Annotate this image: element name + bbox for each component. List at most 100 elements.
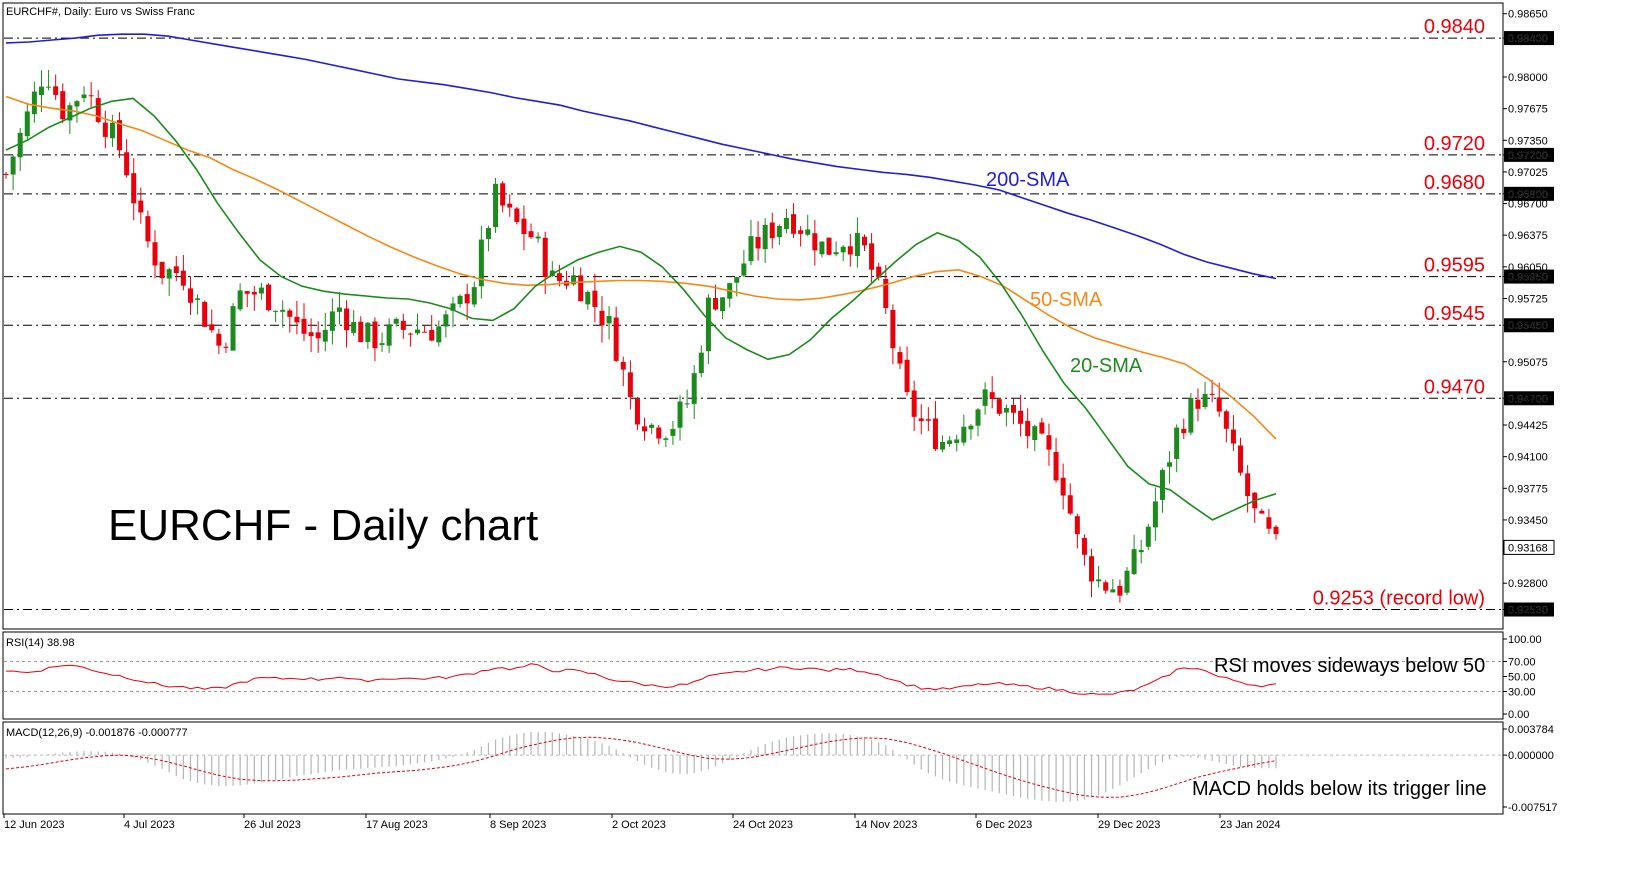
bullish-candle bbox=[38, 86, 44, 96]
bearish-candle bbox=[1259, 510, 1265, 514]
bullish-candle bbox=[351, 321, 357, 333]
annotation-20-sma: 20-SMA bbox=[1070, 355, 1143, 377]
50-sma-line bbox=[5, 95, 1277, 440]
bearish-candle bbox=[1067, 495, 1073, 514]
bearish-candle bbox=[1025, 420, 1031, 437]
bullish-candle bbox=[443, 314, 449, 327]
price-tick-label: 0.94700 bbox=[1508, 393, 1548, 405]
time-tick-label: 12 Jun 2023 bbox=[4, 819, 65, 831]
time-tick-label: 4 Jul 2023 bbox=[124, 819, 175, 831]
bearish-candle bbox=[578, 275, 584, 302]
price-tick-label: 0.95950 bbox=[1508, 272, 1548, 284]
level-price-tag bbox=[1504, 318, 1554, 333]
bullish-candle bbox=[649, 424, 655, 428]
bearish-candle bbox=[180, 270, 186, 286]
price-tick-label: 0.92800 bbox=[1508, 578, 1548, 590]
price-tick-label: 0.96800 bbox=[1508, 189, 1548, 201]
bearish-candle bbox=[1266, 517, 1272, 529]
price-tick-label: 0.93775 bbox=[1508, 483, 1548, 495]
bearish-candle bbox=[88, 95, 94, 97]
bullish-candle bbox=[819, 241, 825, 255]
bearish-candle bbox=[244, 291, 250, 294]
bearish-candle bbox=[1209, 393, 1215, 395]
bearish-candle bbox=[173, 266, 179, 273]
bullish-candle bbox=[677, 401, 683, 428]
price-tick-label: 0.96375 bbox=[1508, 230, 1548, 242]
price-tick-label: 0.97200 bbox=[1508, 150, 1548, 162]
annotation-50-sma: 50-SMA bbox=[1030, 289, 1103, 311]
time-tick-label: 24 Oct 2023 bbox=[733, 819, 793, 831]
bullish-candle bbox=[471, 287, 477, 305]
bullish-candle bbox=[783, 217, 789, 230]
bullish-candle bbox=[336, 307, 342, 312]
price-tick-label: 0.95725 bbox=[1508, 293, 1548, 305]
bullish-candle bbox=[1152, 501, 1158, 528]
level-price-tag bbox=[1504, 147, 1554, 162]
bullish-candle bbox=[1131, 549, 1137, 574]
bullish-candle bbox=[31, 91, 37, 115]
price-axis: 0.98650 0.98400 0.98000 0.97675 0.97350 0.972… bbox=[1503, 9, 1555, 617]
bearish-candle bbox=[932, 418, 938, 450]
rsi-tick-label: 0.00 bbox=[1508, 709, 1529, 721]
chart-header: EURCHF#, Daily: Euro vs Swiss Franc bbox=[6, 6, 195, 18]
bullish-candle bbox=[74, 101, 80, 107]
time-axis: 12 Jun 2023 4 Jul 2023 26 Jul 2023 17 Aug 2… bbox=[3, 814, 1281, 831]
bearish-candle bbox=[918, 418, 924, 422]
bearish-candle bbox=[1216, 397, 1222, 412]
bullish-candle bbox=[833, 252, 839, 255]
bearish-candle bbox=[798, 230, 804, 234]
time-tick-label: 6 Dec 2023 bbox=[976, 819, 1032, 831]
bearish-candle bbox=[1089, 556, 1095, 582]
bullish-candle bbox=[684, 403, 690, 405]
price-tick-label: 0.94425 bbox=[1508, 420, 1548, 432]
bullish-candle bbox=[1188, 398, 1194, 433]
bearish-candle bbox=[216, 333, 222, 346]
bearish-candle bbox=[294, 316, 300, 323]
bullish-candle bbox=[975, 409, 981, 426]
20-sma-line bbox=[5, 97, 1277, 521]
level-price-tag-label: 0.95450 bbox=[1508, 320, 1548, 332]
bullish-candle bbox=[166, 269, 172, 279]
level-price-tag-label: 0.98400 bbox=[1508, 33, 1548, 45]
annotation-200-sma: 200-SMA bbox=[986, 169, 1070, 191]
bearish-candle bbox=[1081, 538, 1087, 555]
bearish-candle bbox=[138, 200, 144, 213]
bearish-candle bbox=[358, 321, 364, 343]
bullish-candle bbox=[954, 439, 960, 443]
bearish-candle bbox=[542, 237, 548, 277]
bullish-candle bbox=[720, 297, 726, 312]
bullish-candle bbox=[940, 441, 946, 450]
bullish-candle bbox=[46, 86, 52, 88]
bullish-candle bbox=[478, 239, 484, 287]
bearish-candle bbox=[528, 231, 534, 238]
bullish-candle bbox=[24, 111, 30, 137]
bullish-candle bbox=[1145, 526, 1151, 547]
level-price-tag bbox=[1504, 186, 1554, 201]
bullish-candle bbox=[1003, 407, 1009, 413]
bullish-candle bbox=[379, 343, 385, 345]
price-tick-label: 0.98000 bbox=[1508, 72, 1548, 84]
macd-panel-frame bbox=[2, 721, 1504, 815]
bearish-candle bbox=[1018, 410, 1024, 424]
price-tick-label: 0.93450 bbox=[1508, 515, 1548, 527]
level-price-tag-label: 0.97200 bbox=[1508, 150, 1548, 162]
bullish-candle bbox=[109, 122, 115, 139]
rsi-line bbox=[5, 663, 1277, 695]
bearish-candle bbox=[613, 317, 619, 361]
bearish-candle bbox=[911, 390, 917, 417]
bearish-candle bbox=[826, 237, 832, 255]
level-label: 0.9840 bbox=[1424, 16, 1485, 38]
bullish-candle bbox=[365, 322, 371, 342]
bearish-candle bbox=[159, 261, 165, 279]
bearish-candle bbox=[1181, 428, 1187, 434]
bullish-candle bbox=[982, 389, 988, 406]
bearish-candle bbox=[308, 332, 314, 337]
price-tick-label: 0.98650 bbox=[1508, 9, 1548, 21]
level-price-tag bbox=[1504, 391, 1554, 406]
bullish-candle bbox=[571, 275, 577, 285]
rsi-tick-label: 100.00 bbox=[1508, 634, 1542, 646]
bearish-candle bbox=[3, 173, 9, 175]
price-tick-label: 0.96700 bbox=[1508, 199, 1548, 211]
bearish-candle bbox=[500, 183, 506, 206]
bearish-candle bbox=[60, 91, 66, 120]
